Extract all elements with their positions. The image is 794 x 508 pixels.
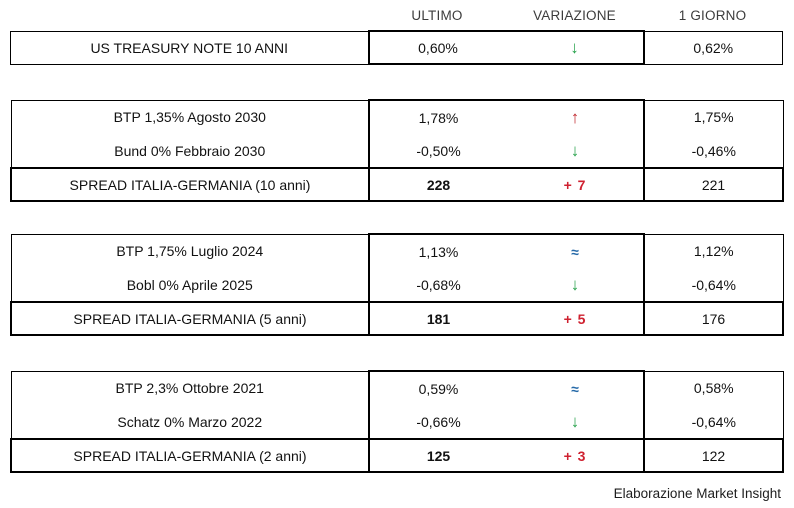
variation-cell: ↓ bbox=[507, 134, 645, 169]
ultimo-value: -0,68% bbox=[368, 268, 507, 303]
giorno-value: -0,64% bbox=[643, 405, 784, 440]
spread-label: SPREAD ITALIA-GERMANIA (10 anni) bbox=[10, 167, 370, 202]
giorno-value: 1,12% bbox=[643, 233, 784, 268]
table-row: Bund 0% Febbraio 2030 -0,50% ↓ -0,46% bbox=[10, 134, 784, 169]
us-treasury-table: US TREASURY NOTE 10 ANNI 0,60% ↓ 0,62% bbox=[10, 30, 783, 65]
spread-row: SPREAD ITALIA-GERMANIA (2 anni) 125 + 3 … bbox=[10, 438, 784, 473]
giorno-value: 1,75% bbox=[643, 99, 784, 134]
variation-cell: ≈ bbox=[507, 233, 645, 268]
table-row: BTP 1,75% Luglio 2024 1,13% ≈ 1,12% bbox=[10, 233, 784, 268]
variation-cell: ↓ bbox=[507, 268, 645, 303]
approx-equal-icon: ≈ bbox=[571, 243, 579, 260]
spread-delta-value: + 3 bbox=[563, 447, 587, 464]
spread-ultimo-value: 125 bbox=[368, 438, 507, 473]
ultimo-value: -0,66% bbox=[368, 405, 507, 440]
spread-variation-cell: + 7 bbox=[507, 167, 645, 202]
spread-label: SPREAD ITALIA-GERMANIA (5 anni) bbox=[10, 301, 370, 336]
source-credit: Elaborazione Market Insight bbox=[613, 486, 781, 501]
spread-row: SPREAD ITALIA-GERMANIA (5 anni) 181 + 5 … bbox=[10, 301, 784, 336]
table-row: BTP 1,35% Agosto 2030 1,78% ↑ 1,75% bbox=[10, 99, 784, 134]
instrument-label: US TREASURY NOTE 10 ANNI bbox=[10, 30, 369, 65]
instrument-label: BTP 1,75% Luglio 2024 bbox=[10, 233, 370, 268]
giorno-value: -0,46% bbox=[643, 134, 784, 169]
instrument-label: BTP 2,3% Ottobre 2021 bbox=[10, 370, 370, 405]
column-header-ultimo: ULTIMO bbox=[411, 8, 463, 23]
spread-2y-table: BTP 2,3% Ottobre 2021 0,59% ≈ 0,58% Scha… bbox=[10, 370, 784, 473]
spread-5y-table: BTP 1,75% Luglio 2024 1,13% ≈ 1,12% Bobl… bbox=[10, 233, 784, 336]
down-arrow-icon: ↓ bbox=[570, 141, 580, 160]
approx-equal-icon: ≈ bbox=[571, 380, 579, 397]
ultimo-value: -0,50% bbox=[368, 134, 507, 169]
spread-10y-table: BTP 1,35% Agosto 2030 1,78% ↑ 1,75% Bund… bbox=[10, 99, 784, 202]
table-row: BTP 2,3% Ottobre 2021 0,59% ≈ 0,58% bbox=[10, 370, 784, 405]
variation-cell: ↓ bbox=[507, 405, 645, 440]
spread-label: SPREAD ITALIA-GERMANIA (2 anni) bbox=[10, 438, 370, 473]
giorno-value: -0,64% bbox=[643, 268, 784, 303]
ultimo-value: 0,59% bbox=[368, 370, 507, 405]
instrument-label: Schatz 0% Marzo 2022 bbox=[10, 405, 370, 440]
spread-giorno-value: 122 bbox=[643, 438, 784, 473]
giorno-value: 0,58% bbox=[643, 370, 784, 405]
ultimo-value: 1,78% bbox=[368, 99, 507, 134]
variation-cell: ↑ bbox=[507, 99, 645, 134]
spread-ultimo-value: 228 bbox=[368, 167, 507, 202]
instrument-label: Bobl 0% Aprile 2025 bbox=[10, 268, 370, 303]
column-header-1giorno: 1 GIORNO bbox=[678, 8, 747, 23]
giorno-value: 0,62% bbox=[643, 30, 783, 65]
spread-row: SPREAD ITALIA-GERMANIA (10 anni) 228 + 7… bbox=[10, 167, 784, 202]
ultimo-value: 1,13% bbox=[368, 233, 507, 268]
variation-cell: ≈ bbox=[507, 370, 645, 405]
spread-variation-cell: + 5 bbox=[507, 301, 645, 336]
up-arrow-icon: ↑ bbox=[570, 108, 580, 127]
table-row: Bobl 0% Aprile 2025 -0,68% ↓ -0,64% bbox=[10, 268, 784, 303]
down-arrow-icon: ↓ bbox=[570, 38, 579, 57]
table-row: US TREASURY NOTE 10 ANNI 0,60% ↓ 0,62% bbox=[10, 30, 783, 65]
ultimo-value: 0,60% bbox=[367, 30, 507, 65]
down-arrow-icon: ↓ bbox=[570, 412, 580, 431]
column-header-variazione: VARIAZIONE bbox=[533, 8, 616, 23]
spread-giorno-value: 221 bbox=[643, 167, 784, 202]
down-arrow-icon: ↓ bbox=[570, 275, 580, 294]
table-row: Schatz 0% Marzo 2022 -0,66% ↓ -0,64% bbox=[10, 405, 784, 440]
instrument-label: BTP 1,35% Agosto 2030 bbox=[10, 99, 370, 134]
spread-delta-value: + 7 bbox=[563, 176, 587, 193]
spread-variation-cell: + 3 bbox=[507, 438, 645, 473]
instrument-label: Bund 0% Febbraio 2030 bbox=[10, 134, 370, 169]
spread-delta-value: + 5 bbox=[563, 310, 587, 327]
spread-giorno-value: 176 bbox=[643, 301, 784, 336]
variation-cell: ↓ bbox=[506, 30, 645, 65]
spread-ultimo-value: 181 bbox=[368, 301, 507, 336]
